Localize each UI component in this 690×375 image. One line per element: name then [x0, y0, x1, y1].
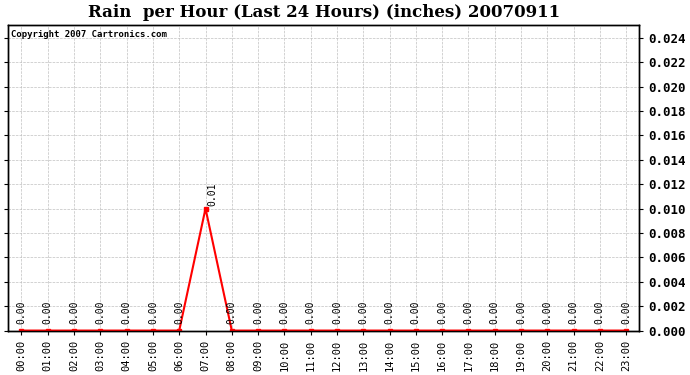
Text: 0.00: 0.00	[490, 301, 500, 324]
Text: 0.00: 0.00	[148, 301, 158, 324]
Text: 0.00: 0.00	[174, 301, 184, 324]
Title: Rain  per Hour (Last 24 Hours) (inches) 20070911: Rain per Hour (Last 24 Hours) (inches) 2…	[88, 4, 560, 21]
Text: 0.00: 0.00	[358, 301, 368, 324]
Text: 0.00: 0.00	[621, 301, 631, 324]
Text: 0.00: 0.00	[569, 301, 579, 324]
Text: 0.00: 0.00	[437, 301, 447, 324]
Text: 0.01: 0.01	[207, 183, 217, 206]
Text: Copyright 2007 Cartronics.com: Copyright 2007 Cartronics.com	[12, 30, 168, 39]
Text: 0.00: 0.00	[43, 301, 52, 324]
Text: 0.00: 0.00	[384, 301, 395, 324]
Text: 0.00: 0.00	[253, 301, 263, 324]
Text: 0.00: 0.00	[464, 301, 473, 324]
Text: 0.00: 0.00	[306, 301, 315, 324]
Text: 0.00: 0.00	[516, 301, 526, 324]
Text: 0.00: 0.00	[279, 301, 289, 324]
Text: 0.00: 0.00	[595, 301, 605, 324]
Text: 0.00: 0.00	[69, 301, 79, 324]
Text: 0.00: 0.00	[542, 301, 552, 324]
Text: 0.00: 0.00	[17, 301, 26, 324]
Text: 0.00: 0.00	[227, 301, 237, 324]
Text: 0.00: 0.00	[332, 301, 342, 324]
Text: 0.00: 0.00	[121, 301, 132, 324]
Text: 0.00: 0.00	[95, 301, 106, 324]
Text: 0.00: 0.00	[411, 301, 421, 324]
